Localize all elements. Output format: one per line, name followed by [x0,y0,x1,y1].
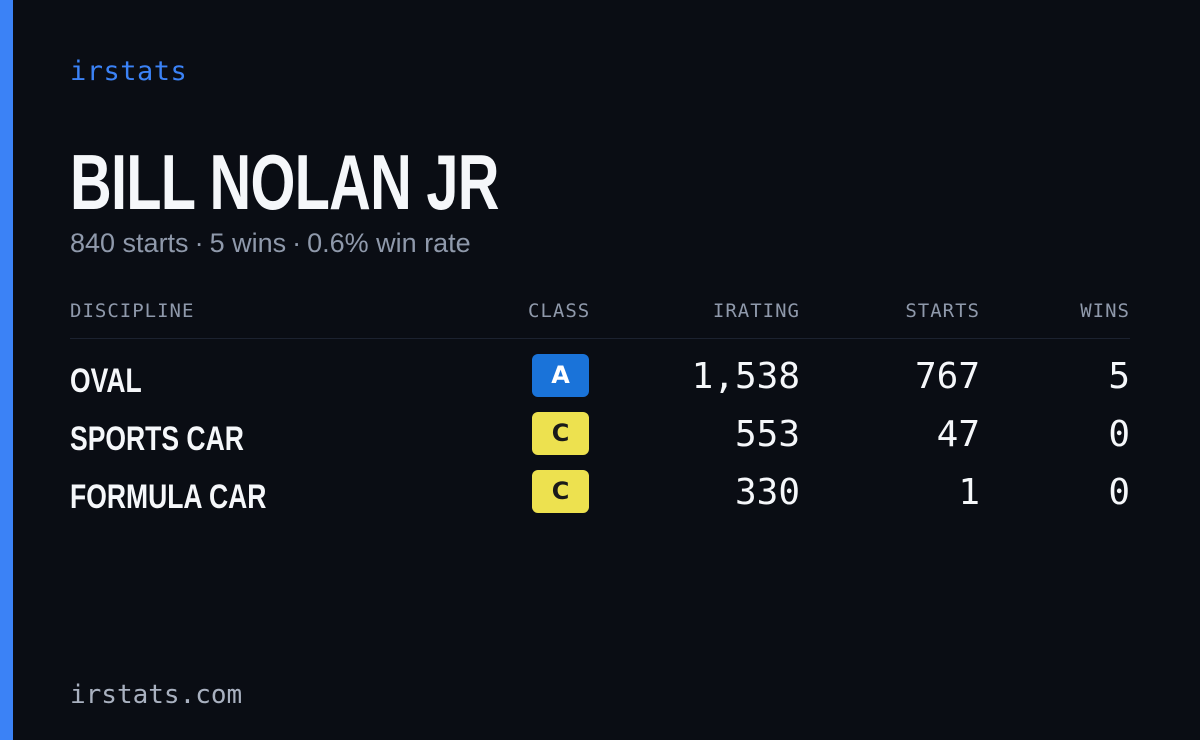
wins-value: 5 [1108,356,1130,397]
discipline-label: OVAL [70,362,142,400]
summary-win-rate: 0.6% win rate [307,228,471,258]
summary-wins: 5 wins [209,228,287,258]
header-discipline: DISCIPLINE [70,300,195,322]
table-header: DISCIPLINE CLASS IRATING STARTS WINS [70,300,1130,339]
footer-url[interactable]: irstats.com [70,680,243,710]
starts-value: 47 [936,414,980,455]
header-wins: WINS [1080,300,1130,322]
brand-logo[interactable]: irstats [70,56,188,87]
driver-summary: 840 starts · 5 wins · 0.6% win rate [70,228,471,259]
accent-bar [0,0,13,740]
class-badge: C [532,470,589,513]
irating-value: 553 [734,414,800,455]
driver-name: BILL NOLAN JR [70,138,499,226]
irating-value: 1,538 [691,356,800,397]
table-row-formula-car: FORMULA CAR C 330 1 0 [70,470,1130,528]
summary-separator: · [194,228,204,258]
wins-value: 0 [1108,472,1130,513]
header-starts: STARTS [905,300,980,322]
table-row-oval: OVAL A 1,538 767 5 [70,354,1130,412]
discipline-label: SPORTS CAR [70,420,244,458]
summary-separator: · [292,228,302,258]
starts-value: 1 [958,472,980,513]
starts-value: 767 [914,356,980,397]
header-irating: IRATING [712,300,800,322]
irating-value: 330 [734,472,800,513]
header-class: CLASS [528,300,591,322]
wins-value: 0 [1108,414,1130,455]
table-row-sports-car: SPORTS CAR C 553 47 0 [70,412,1130,470]
class-badge: C [532,412,589,455]
summary-starts: 840 starts [70,228,189,258]
discipline-label: FORMULA CAR [70,478,267,516]
class-badge: A [532,354,589,397]
